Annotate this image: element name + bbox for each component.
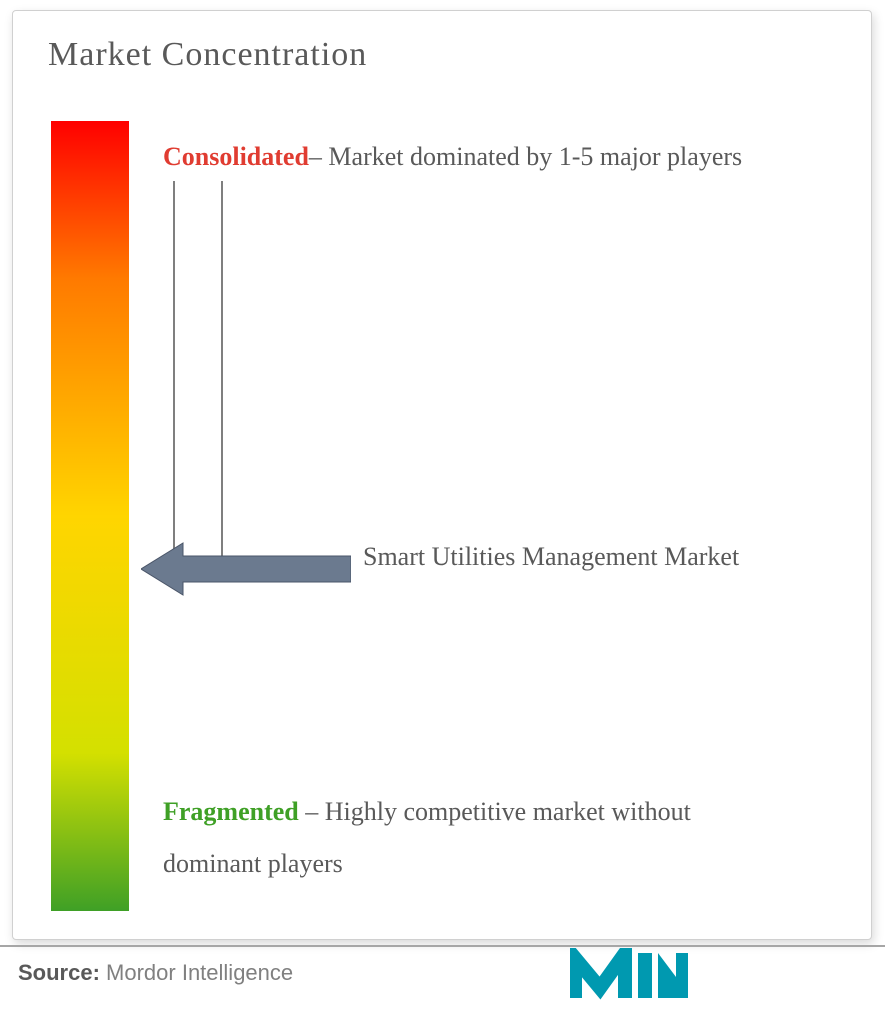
market-name-label: Smart Utilities Management Market <box>363 539 763 575</box>
market-arrow <box>141 541 351 597</box>
source-label: Source: <box>18 960 100 985</box>
page-title: Market Concentration <box>48 36 367 74</box>
fragmented-desc-2: dominant players <box>163 849 343 878</box>
source-attribution: Source: Mordor Intelligence <box>18 960 293 986</box>
consolidated-label-block: Consolidated– Market dominated by 1-5 ma… <box>163 131 833 183</box>
concentration-gradient-bar <box>51 121 129 911</box>
fragmented-desc-1: – Highly competitive market without <box>299 797 691 826</box>
consolidated-desc: – Market dominated by 1-5 major players <box>309 142 742 171</box>
card-frame: Market Concentration Consolidated– Marke… <box>12 10 872 940</box>
brand-logo-icon <box>570 948 690 1003</box>
fragmented-term: Fragmented <box>163 797 299 826</box>
connector-lines <box>173 181 223 561</box>
fragmented-label-block: Fragmented – Highly competitive market w… <box>163 786 863 890</box>
arrow-shape <box>141 543 351 595</box>
source-value: Mordor Intelligence <box>100 960 293 985</box>
consolidated-term: Consolidated <box>163 142 309 171</box>
